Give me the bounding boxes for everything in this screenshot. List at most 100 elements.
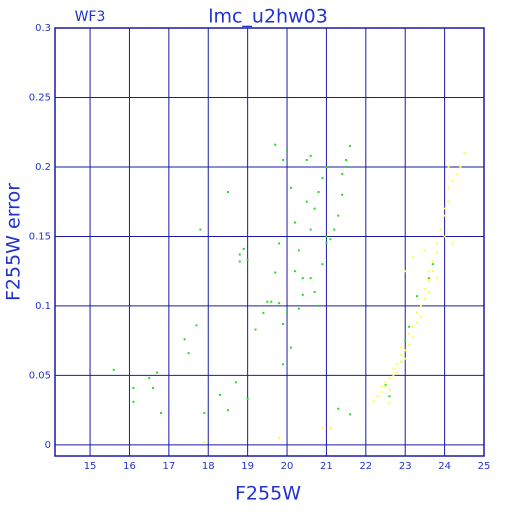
point <box>392 374 395 377</box>
point <box>132 386 135 389</box>
point <box>132 400 135 403</box>
point <box>152 386 155 389</box>
y-axis-label: F255W error <box>3 183 25 301</box>
point <box>325 242 328 245</box>
point <box>447 200 450 203</box>
point <box>274 271 277 274</box>
point <box>423 297 426 300</box>
point <box>278 242 281 245</box>
point <box>345 165 348 168</box>
point <box>341 172 344 175</box>
point <box>246 259 249 262</box>
point <box>329 238 332 241</box>
point <box>305 200 308 203</box>
point <box>416 321 419 324</box>
point <box>388 388 391 391</box>
point <box>337 214 340 217</box>
point <box>301 277 304 280</box>
point <box>309 228 312 231</box>
point <box>286 311 289 314</box>
point <box>419 316 422 319</box>
point <box>293 270 296 273</box>
point <box>226 190 229 193</box>
point <box>451 242 454 245</box>
point <box>427 270 430 273</box>
point <box>345 159 348 162</box>
point <box>199 228 202 231</box>
point <box>380 391 383 394</box>
point <box>412 335 415 338</box>
x-tick-label: 20 <box>281 461 294 472</box>
point <box>408 325 411 328</box>
point <box>423 249 426 252</box>
point <box>388 395 391 398</box>
point <box>412 256 415 259</box>
point <box>404 357 407 360</box>
point <box>226 409 229 412</box>
point <box>396 371 399 374</box>
point <box>297 307 300 310</box>
point <box>431 270 434 273</box>
point <box>419 304 422 307</box>
point <box>313 207 316 210</box>
point <box>234 381 237 384</box>
point <box>408 332 411 335</box>
point <box>337 407 340 410</box>
point <box>203 411 206 414</box>
point <box>443 235 446 238</box>
point <box>289 186 292 189</box>
y-tick-label: 0.2 <box>35 162 51 173</box>
x-tick-label: 18 <box>202 461 215 472</box>
x-tick-label: 23 <box>399 461 412 472</box>
point <box>416 295 419 298</box>
point <box>278 302 281 305</box>
point <box>317 304 320 307</box>
point <box>388 402 391 405</box>
point <box>408 343 411 346</box>
y-tick-label: 0.05 <box>29 370 51 381</box>
point <box>384 384 387 387</box>
point <box>301 293 304 296</box>
y-tick-label: 0.3 <box>35 23 51 34</box>
point <box>447 165 450 168</box>
point <box>159 411 162 414</box>
point <box>246 398 249 401</box>
point <box>463 152 466 155</box>
point <box>286 149 289 152</box>
point <box>112 368 115 371</box>
x-tick-label: 25 <box>478 461 491 472</box>
point <box>148 377 151 380</box>
point <box>404 339 407 342</box>
point <box>262 311 265 314</box>
point <box>329 427 332 430</box>
y-tick-label: 0.1 <box>35 301 51 312</box>
point <box>325 165 328 168</box>
x-tick-label: 22 <box>359 461 372 472</box>
point <box>435 242 438 245</box>
point <box>384 381 387 384</box>
point <box>282 322 285 325</box>
point <box>282 363 285 366</box>
point <box>388 377 391 380</box>
point <box>278 436 281 439</box>
point <box>431 260 434 263</box>
point <box>423 288 426 291</box>
point <box>404 270 407 273</box>
point <box>317 190 320 193</box>
point <box>400 353 403 356</box>
point <box>459 165 462 168</box>
point <box>349 413 352 416</box>
point <box>384 385 387 388</box>
point <box>341 193 344 196</box>
point <box>195 324 198 327</box>
point <box>238 260 241 263</box>
point <box>427 279 430 282</box>
panel-label: WF3 <box>75 9 106 25</box>
point <box>321 177 324 180</box>
point <box>376 395 379 398</box>
point <box>427 291 430 294</box>
x-axis-label: F255W <box>235 483 301 505</box>
point <box>187 352 190 355</box>
point <box>427 277 430 280</box>
